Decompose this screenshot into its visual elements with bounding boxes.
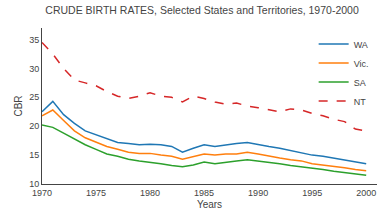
svg-text:30: 30	[29, 64, 39, 74]
svg-text:SA: SA	[354, 78, 366, 88]
svg-text:Years: Years	[197, 199, 222, 210]
svg-text:CRUDE BIRTH RATES, Selected St: CRUDE BIRTH RATES, Selected States and T…	[45, 4, 359, 16]
svg-text:1980: 1980	[140, 188, 160, 198]
svg-text:10: 10	[29, 179, 39, 189]
svg-text:1995: 1995	[302, 188, 322, 198]
svg-text:Vic.: Vic.	[354, 59, 369, 69]
svg-text:15: 15	[29, 150, 39, 160]
svg-text:NT: NT	[354, 97, 366, 107]
svg-text:1985: 1985	[194, 188, 214, 198]
svg-text:25: 25	[29, 92, 39, 102]
svg-text:CBR: CBR	[13, 95, 24, 116]
svg-text:1970: 1970	[32, 188, 52, 198]
svg-text:1975: 1975	[86, 188, 106, 198]
svg-text:2000: 2000	[356, 188, 376, 198]
svg-text:35: 35	[29, 35, 39, 45]
svg-text:20: 20	[29, 121, 39, 131]
svg-text:WA: WA	[354, 40, 368, 50]
svg-text:1990: 1990	[248, 188, 268, 198]
